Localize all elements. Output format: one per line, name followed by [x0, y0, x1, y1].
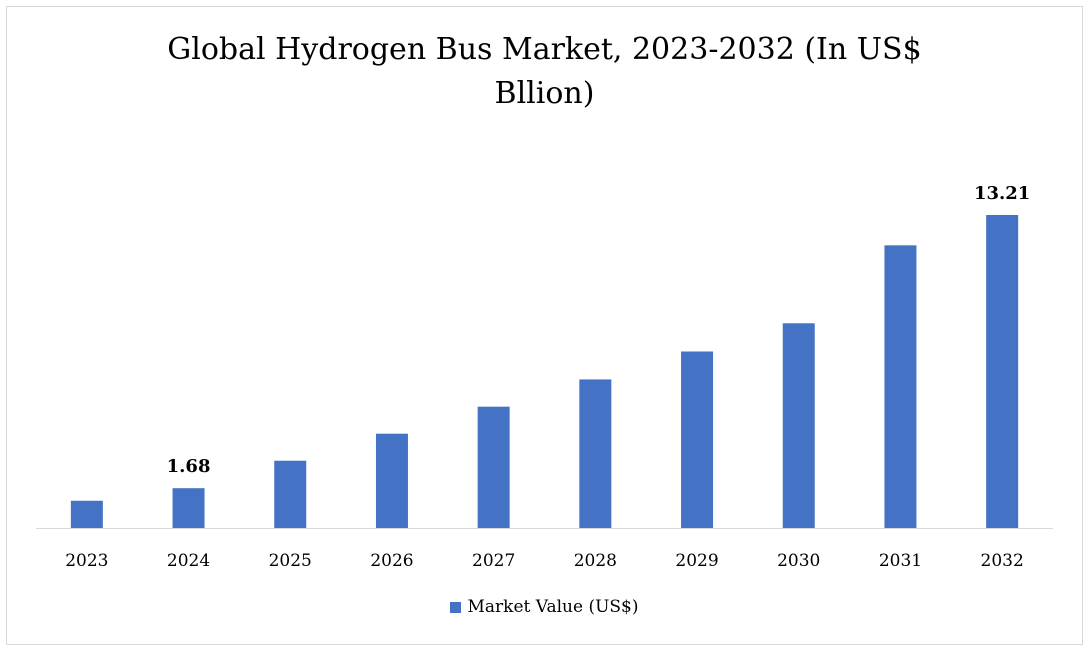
data-label-2032: 13.21	[974, 183, 1030, 204]
x-tick-label-2032: 2032	[981, 551, 1024, 571]
bar-2032	[986, 215, 1019, 528]
bar-2024	[172, 488, 205, 528]
bar-2031	[884, 245, 917, 528]
x-tick-label-2028: 2028	[574, 551, 617, 571]
bar-2028	[579, 379, 612, 528]
bar-2023	[70, 500, 103, 528]
x-tick-label-2031: 2031	[879, 551, 922, 571]
x-tick-label-2030: 2030	[777, 551, 820, 571]
x-tick-label-2026: 2026	[370, 551, 413, 571]
chart-title-line-2: Bllion)	[494, 76, 595, 111]
legend: Market Value (US$)	[0, 597, 1089, 617]
bar-2025	[274, 460, 307, 528]
legend-swatch	[450, 601, 462, 613]
bar-2026	[375, 433, 408, 528]
data-labels: 1.68 13.21	[167, 183, 1031, 477]
chart-title: Global Hydrogen Bus Market, 2023-2032 (I…	[0, 28, 1089, 116]
data-label-2024: 1.68	[167, 456, 211, 477]
bar-2027	[477, 406, 510, 528]
bar-2029	[681, 351, 714, 528]
x-tick-label-2029: 2029	[675, 551, 718, 571]
bars-group	[70, 215, 1019, 528]
chart-title-line-1: Global Hydrogen Bus Market, 2023-2032 (I…	[167, 32, 922, 67]
x-tick-label-2023: 2023	[65, 551, 108, 571]
bar-2030	[782, 323, 815, 528]
x-tick-labels: 2023 2024 2025 2026 2027 2028 2029 2030 2031 2032	[65, 551, 1024, 571]
x-tick-label-2027: 2027	[472, 551, 515, 571]
x-tick-label-2024: 2024	[167, 551, 210, 571]
x-tick-label-2025: 2025	[269, 551, 312, 571]
legend-label: Market Value (US$)	[467, 597, 639, 617]
